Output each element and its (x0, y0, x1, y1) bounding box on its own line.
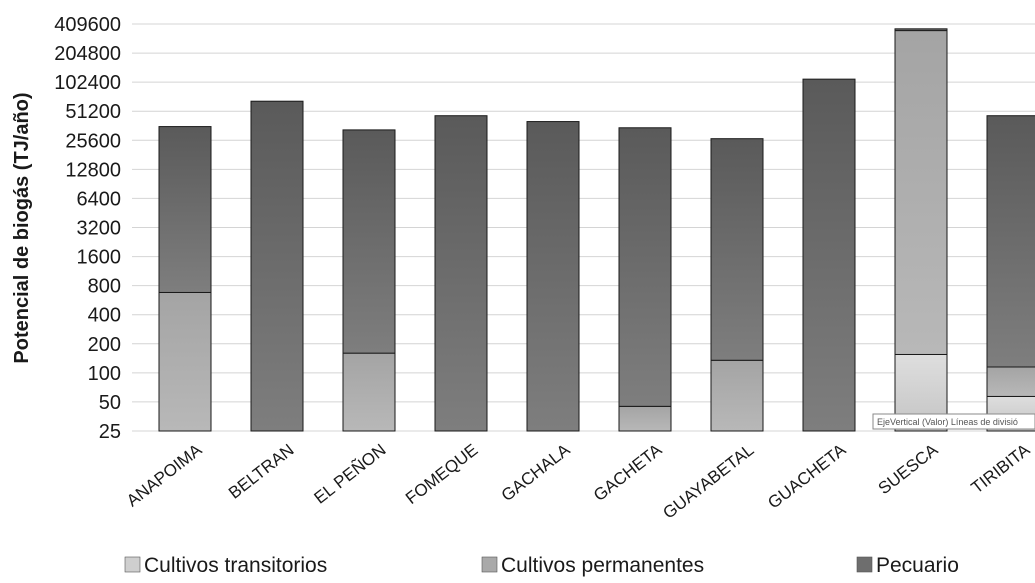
y-tick-label: 1600 (77, 247, 122, 269)
legend-label: Cultivos transitorios (144, 554, 327, 577)
y-tick-label: 200 (88, 334, 121, 356)
bar-segment-pecuario (342, 129, 396, 354)
x-category-label: EL PEÑON (311, 440, 390, 508)
tooltip-text: EjeVertical (Valor) Líneas de divisió (877, 417, 1018, 427)
bars (158, 28, 1035, 432)
y-tick-label: 12800 (65, 159, 121, 181)
x-category-label: ANAPOIMA (123, 440, 206, 511)
bar-segment-cultivos-permanentes (710, 359, 764, 432)
legend-swatch (124, 556, 141, 573)
x-category-label: GUACHETA (764, 440, 850, 513)
x-category-label: GACHALA (498, 440, 574, 505)
bar-segment-cultivos-permanentes (342, 352, 396, 432)
legend-item: Cultivos transitorios (124, 554, 327, 577)
y-axis-title: Potencial de biogás (TJ/año) (11, 92, 33, 363)
y-tick-label: 400 (88, 305, 121, 327)
bar-segment-pecuario (434, 115, 488, 432)
x-category-label: TIRIBITA (968, 440, 1034, 498)
legend-item: Cultivos permanentes (481, 554, 704, 577)
x-category-label: FOMEQUE (402, 440, 481, 508)
y-tick-label: 409600 (54, 14, 121, 36)
y-tick-label: 800 (88, 276, 121, 298)
x-axis-labels: ANAPOIMA BELTRAN EL PEÑON FOMEQUE GACHALA GAC… (123, 440, 1034, 523)
y-tick-label: 51200 (65, 101, 121, 123)
bar-segment-cultivos-permanentes (618, 405, 672, 432)
bar-segment-pecuario (986, 115, 1035, 368)
legend: Cultivos transitorios Cultivos permanente… (124, 554, 959, 577)
y-axis-ticks: 25 50 100 200 400 800 1600 3200 6400 12800 25600 51… (54, 14, 121, 443)
y-tick-label: 102400 (54, 72, 121, 94)
y-tick-label: 3200 (77, 218, 122, 240)
y-tick-label: 204800 (54, 43, 121, 65)
bar-segment-pecuario (618, 127, 672, 407)
y-tick-label: 25600 (65, 130, 121, 152)
bar-segment-cultivos-permanentes (158, 291, 212, 432)
legend-label: Cultivos permanentes (501, 554, 704, 577)
bar-segment-pecuario (250, 100, 304, 432)
bar-segment-pecuario (710, 138, 764, 361)
y-tick-label: 100 (88, 363, 121, 385)
x-category-label: BELTRAN (225, 440, 297, 502)
bar-segment-pecuario (158, 126, 212, 293)
bar-segment-pecuario (526, 121, 580, 432)
bar-segment-cultivos-permanentes (986, 366, 1035, 397)
tooltip-box (872, 413, 1035, 430)
x-category-label: SUESCA (875, 440, 942, 498)
legend-item: Pecuario (856, 554, 959, 577)
legend-label: Pecuario (876, 554, 959, 577)
bar-segment-pecuario (802, 78, 856, 432)
x-category-label: GACHETA (590, 440, 666, 505)
legend-swatch (481, 556, 498, 573)
legend-swatch (856, 556, 873, 573)
bar-segment-pecuario (894, 28, 948, 32)
y-tick-label: 25 (99, 421, 121, 443)
axis-tooltip: EjeVertical (Valor) Líneas de divisió (872, 413, 1035, 430)
x-category-label: GUAYABETAL (659, 440, 757, 522)
bar-segment-cultivos-permanentes (894, 30, 948, 355)
y-tick-label: 6400 (77, 188, 122, 210)
y-tick-label: 50 (99, 392, 121, 414)
